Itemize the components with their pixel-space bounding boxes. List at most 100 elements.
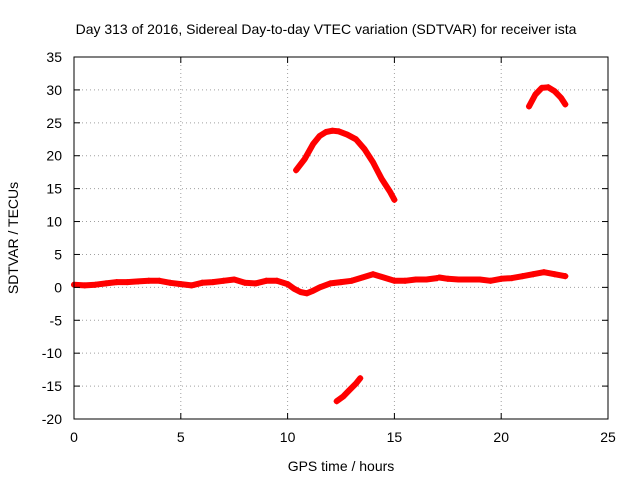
data-point [476,276,483,283]
data-point [562,273,569,280]
data-point [508,275,515,282]
data-point [241,279,248,286]
data-point [310,140,317,147]
data-point [252,280,259,287]
series-line [293,127,398,203]
data-point [346,387,353,394]
data-point [135,278,142,285]
x-tick-label: 10 [280,429,296,445]
data-point [412,276,419,283]
x-tick-label: 25 [600,429,616,445]
data-point [156,277,163,284]
data-point [352,136,359,143]
data-point [327,280,334,287]
data-point [361,146,368,153]
y-tick-label: -10 [42,345,62,361]
data-point [167,279,174,286]
data-point [455,276,462,283]
y-tick-label: -15 [42,378,62,394]
y-tick-label: 30 [46,82,62,98]
data-point [231,276,238,283]
data-point [348,277,355,284]
y-tick-label: 5 [54,246,62,262]
data-point [340,393,347,400]
data-point [209,279,216,286]
series-arc-3 [525,84,569,110]
data-point [558,94,565,101]
data-point [113,279,120,286]
data-point [284,281,291,288]
data-point [551,271,558,278]
x-tick-label: 0 [70,429,78,445]
data-point [466,276,473,283]
data-point [525,103,532,110]
data-point [310,287,317,294]
data-point [538,84,545,91]
chart-title: Day 313 of 2016, Sidereal Day-to-day VTE… [76,21,577,37]
data-point [530,271,537,278]
data-point [199,279,206,286]
data-point [378,175,385,182]
data-point [423,276,430,283]
data-point [387,188,394,195]
data-point [540,269,547,276]
y-tick-label: -5 [50,312,63,328]
data-point [303,290,310,297]
data-point [391,196,398,203]
data-point [333,398,340,405]
data-point [103,280,110,287]
data-point [562,101,569,108]
ticks: 0 5 10 15 20 25 -20 -15 -10 -5 0 5 10 15 20 25 30 35 [42,49,616,445]
y-tick-label: 25 [46,115,62,131]
data-point [92,281,99,288]
y-axis-label: SDTVAR / TECUs [5,182,21,294]
y-tick-label: -20 [42,411,62,427]
data-point [329,127,336,134]
data-point [519,273,526,280]
data-point [344,131,351,138]
x-axis-label: GPS time / hours [288,458,395,474]
data-point [357,375,364,382]
data-point [177,281,184,288]
data-point [81,282,88,289]
data-point [297,288,304,295]
data-point [370,271,377,278]
data-point [444,275,451,282]
data-point [323,129,330,136]
grid [74,57,608,419]
y-tick-label: 10 [46,214,62,230]
data-point [293,167,300,174]
data-point [498,275,505,282]
series-main-2 [436,269,569,284]
data-point [263,277,270,284]
y-tick-label: 15 [46,181,62,197]
data-point [359,274,366,281]
data-point [338,279,344,286]
data-point [391,277,398,284]
data-point [545,84,552,91]
y-tick-label: 20 [46,148,62,164]
data-point [551,88,558,95]
data-point [380,274,387,281]
y-tick-label: 35 [46,49,62,65]
x-tick-label: 15 [387,429,403,445]
plot-frame [73,56,609,420]
data-point [532,91,539,98]
data-point [145,277,152,284]
data-point [124,279,131,286]
data-point [291,285,298,292]
data-point [352,380,359,387]
data-layer [71,84,569,405]
data-point [335,128,342,135]
data-point [487,277,494,284]
data-point [316,284,323,291]
x-tick-label: 5 [177,429,185,445]
data-point [316,132,323,139]
data-point [436,274,443,281]
data-point [301,156,308,163]
data-point [188,282,195,289]
data-point [402,277,409,284]
series-arc-2 [333,375,364,405]
